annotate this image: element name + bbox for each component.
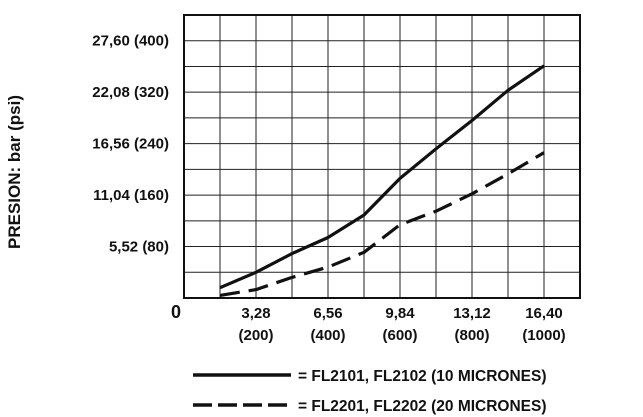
chart-legend: = FL2101, FL2102 (10 MICRONES) = FL2201, … [193,368,547,415]
x-tick-label-psi: (1000) [522,327,565,344]
y-tick-label: 22,08 (320) [92,84,169,101]
y-tick-label: 16,56 (240) [92,136,169,153]
x-tick-label-psi: (600) [382,327,417,344]
plot-frame [183,14,581,299]
y-tick-label: 5,52 (80) [109,239,169,256]
x-tick-label: 3,28 [241,305,270,322]
legend-label-2: = FL2201, FL2202 (20 MICRONES) [298,398,547,415]
chart-series [219,64,545,297]
x-tick-label: 9,84 [385,305,415,322]
x-tick-label: 16,40 [525,305,563,322]
origin-label: 0 [171,302,181,322]
series-line-2 [219,151,545,297]
x-tick-label: 6,56 [313,305,342,322]
x-tick-label-psi: (400) [310,327,345,344]
series-line-1 [219,64,545,290]
x-tick-label: 13,12 [453,305,491,322]
chart-axes [183,14,581,299]
legend-label-1: = FL2101, FL2102 (10 MICRONES) [298,368,547,385]
y-tick-label: 11,04 (160) [93,187,169,204]
x-tick-label-psi: (800) [454,327,489,344]
y-tick-label: 27,60 (400) [92,33,169,50]
chart-grid [184,15,580,298]
x-tick-label-psi: (200) [238,327,273,344]
y-axis-label: PRESION: bar (psi) [5,95,24,249]
chart-labels: 5,52 (80) 11,04 (160) 16,56 (240) 22,08 (32… [92,33,565,344]
